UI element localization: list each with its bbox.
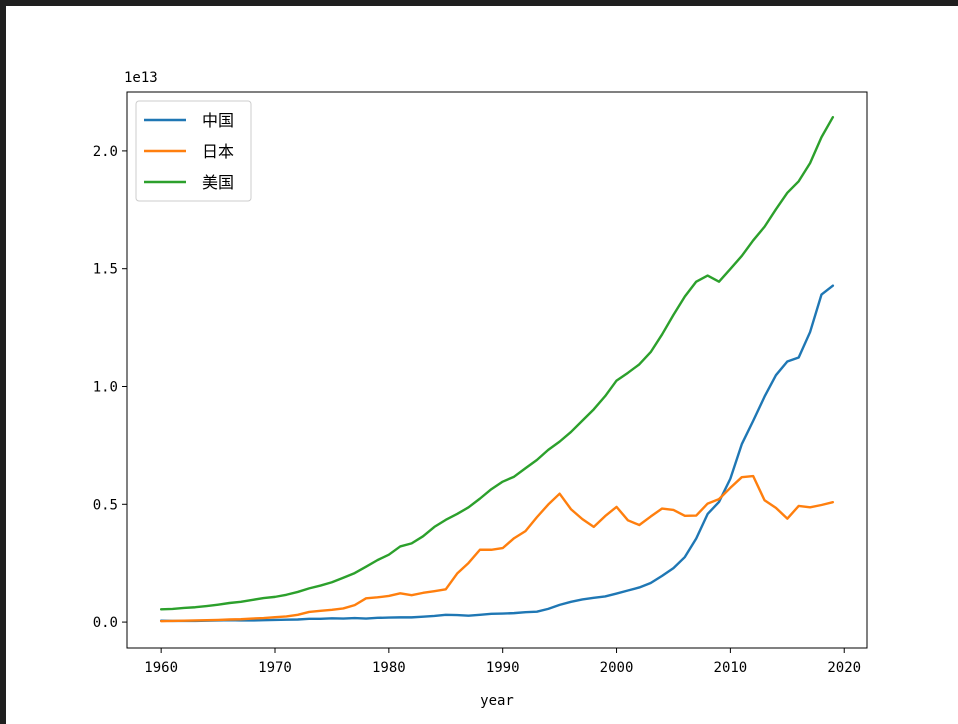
y-offset-text: 1e13 — [124, 70, 158, 86]
x-tick-label: 2000 — [600, 660, 634, 676]
x-tick-label: 2010 — [714, 660, 748, 676]
legend-box — [135, 100, 252, 202]
series-line-2 — [159, 116, 835, 611]
legend-label-0: 中国 — [202, 111, 234, 130]
y-tick-label: 0.0 — [93, 615, 118, 631]
axes-frame — [126, 91, 868, 649]
x-tick-label: 1990 — [486, 660, 520, 676]
y-tick-label: 0.5 — [93, 497, 118, 513]
legend-label-1: 日本 — [202, 142, 234, 161]
y-tick-label: 1.5 — [93, 262, 118, 278]
x-tick-label: 2020 — [827, 660, 861, 676]
y-axis-ticks: 0.0 0.5 1.0 1.5 2.0 — [93, 144, 127, 631]
x-tick-label: 1980 — [372, 660, 406, 676]
x-axis-ticks: 1960 1970 1980 1990 2000 2010 2020 — [144, 648, 861, 676]
x-tick-label: 1970 — [258, 660, 292, 676]
x-tick-label: 1960 — [144, 660, 178, 676]
y-tick-label: 2.0 — [93, 144, 118, 160]
legend-label-2: 美国 — [202, 173, 234, 192]
series-lines — [159, 116, 835, 623]
series-line-1 — [159, 474, 835, 623]
y-tick-label: 1.0 — [93, 379, 118, 395]
series-line-0 — [159, 284, 835, 623]
x-axis-label: year — [480, 693, 514, 709]
